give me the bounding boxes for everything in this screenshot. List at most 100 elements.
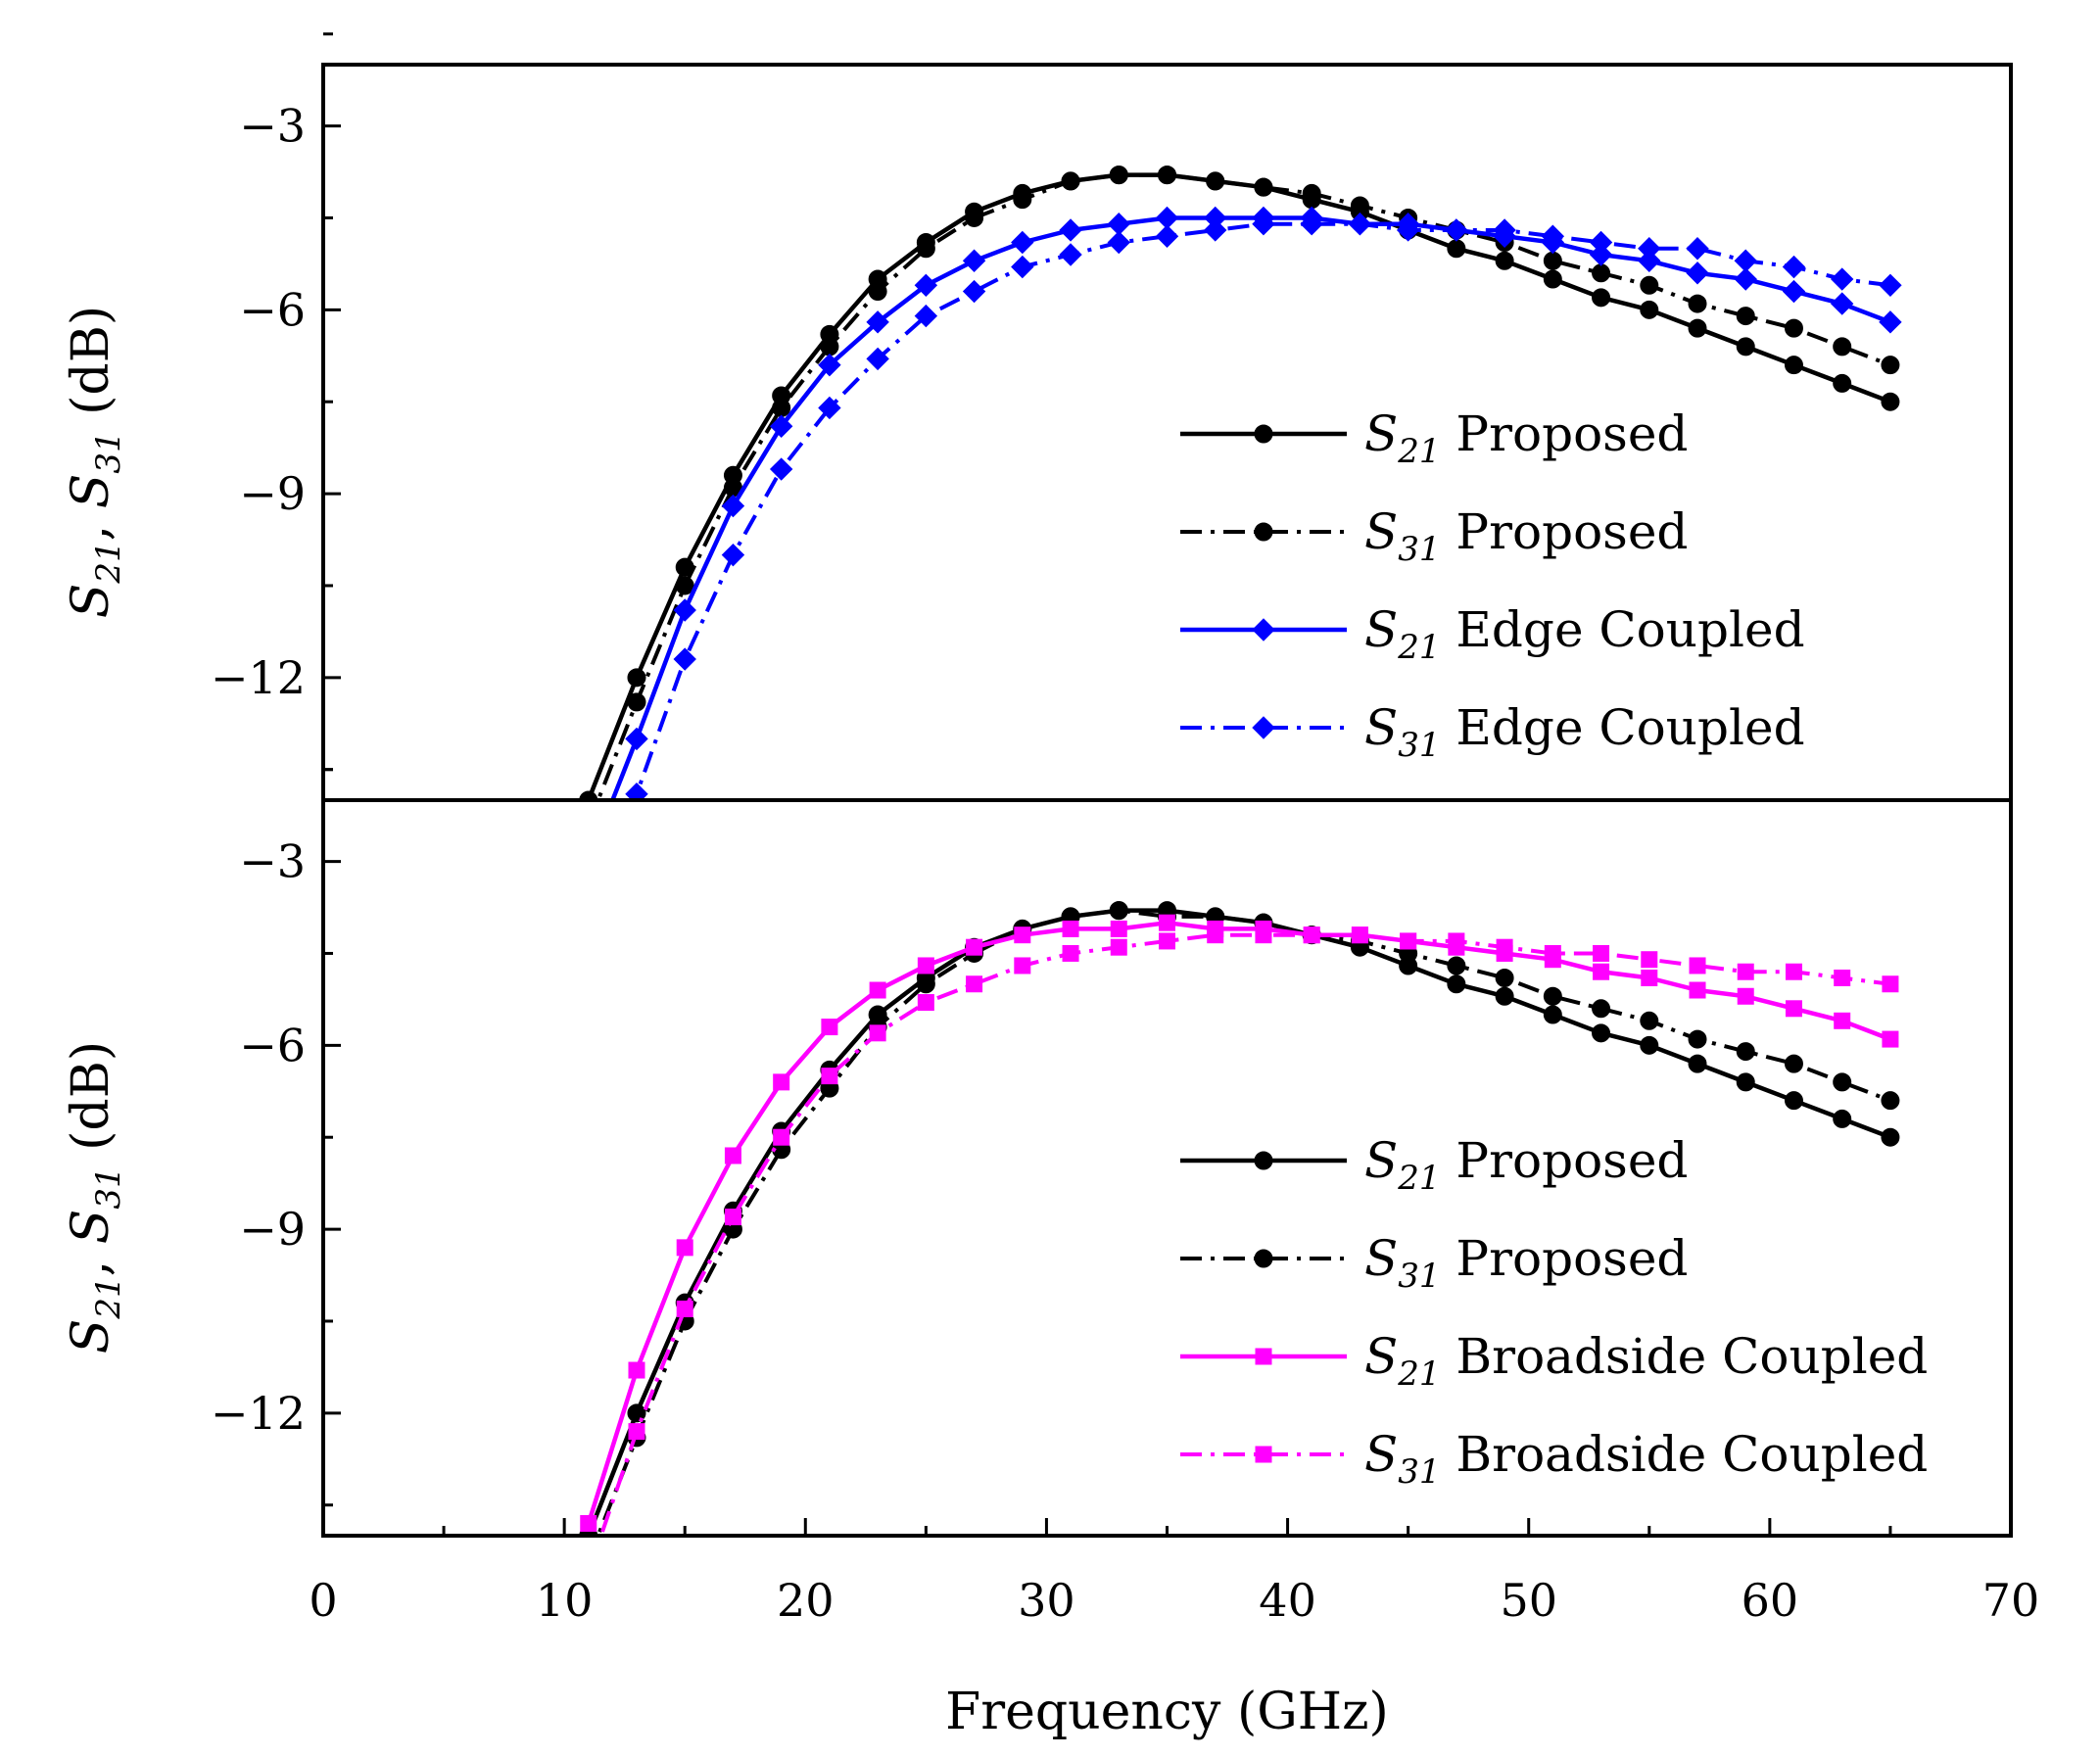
bottom-series-3-point-15: [1303, 927, 1320, 944]
bottom-series-3-point-18: [1448, 932, 1465, 950]
top-panel-series: [578, 166, 1902, 873]
bottom-series-2-point-9: [1014, 927, 1031, 944]
top-series-3-point-22: [1638, 237, 1661, 261]
top-series-line-1: [596, 172, 1891, 800]
bottom-series-3-point-11: [1110, 938, 1127, 956]
bottom-series-2-point-3: [724, 1147, 741, 1164]
bottom-series-0-point-26: [1833, 1109, 1852, 1128]
bottom-legend: S21 Proposed S31 Proposed S21 Broadside Co…: [1180, 1132, 1928, 1492]
axes-layer: −12 −9 −6 −3 S21, S31 (dB) −12 −9 −6 −3 S21, S31 …: [62, 32, 2040, 1741]
bottom-series-1-point-23: [1688, 1029, 1707, 1049]
top-series-3-point-3: [721, 543, 745, 567]
bottom-legend-label-3: S31 Broadside Coupled: [1364, 1426, 1928, 1492]
bottom-series-2-point-1: [628, 1361, 645, 1379]
top-series-2-point-6: [866, 310, 889, 334]
top-series-1-point-7: [916, 239, 935, 259]
bottom-series-3-point-22: [1641, 951, 1658, 969]
xtick-label-5: 50: [1500, 1574, 1557, 1627]
top-series-line-2: [609, 215, 1891, 800]
top-series-2-point-10: [1059, 218, 1082, 242]
bottom-y-axis-label: S21, S31 (dB): [62, 1041, 128, 1354]
top-y-axis-label: S21, S31 (dB): [62, 306, 128, 618]
top-series-1-point-2: [675, 576, 694, 595]
top-series-0-point-22: [1640, 300, 1659, 319]
bottom-series-3-point-17: [1400, 932, 1417, 950]
top-series-2-point-4: [769, 414, 793, 438]
bottom-series-line-2: [586, 920, 1891, 1525]
xtick-label-2: 20: [777, 1574, 835, 1627]
top-series-3-point-12: [1155, 224, 1179, 248]
top-legend: S21 Proposed S31 Proposed S21 Edge Coupled…: [1180, 405, 1805, 765]
bottom-series-2-point-6: [869, 981, 886, 999]
bottom-ytick-label-2: −6: [239, 1019, 306, 1071]
xtick-label-3: 30: [1018, 1574, 1075, 1627]
bottom-series-0-point-18: [1447, 974, 1466, 994]
xtick-label-7: 70: [1982, 1574, 2040, 1627]
top-series-1-point-26: [1833, 337, 1852, 356]
top-series-0-point-20: [1543, 269, 1562, 289]
bottom-series-2-point-21: [1593, 963, 1610, 980]
top-series-1-point-21: [1592, 263, 1611, 283]
bottom-series-3-point-1: [628, 1423, 645, 1441]
top-series-3-point-8: [962, 279, 986, 304]
top-series-2-point-2: [673, 598, 696, 622]
bottom-series-2-point-4: [773, 1073, 790, 1091]
bottom-series-2-point-22: [1641, 969, 1658, 986]
bottom-series-2-point-25: [1785, 1000, 1802, 1018]
top-series-0-point-23: [1688, 318, 1707, 338]
top-series-0-point-24: [1736, 337, 1755, 356]
bottom-series-2-point-23: [1689, 981, 1706, 999]
top-legend-marker-1: [1254, 522, 1273, 542]
bottom-series-3-point-26: [1834, 969, 1851, 986]
top-series-line-3: [632, 221, 1891, 800]
top-series-3-point-23: [1686, 237, 1709, 261]
top-series-2-point-24: [1734, 267, 1757, 291]
top-series-3-point-16: [1348, 213, 1372, 236]
top-series-3-point-17: [1396, 218, 1420, 242]
top-series-2-point-21: [1589, 243, 1613, 266]
top-series-0-point-1: [627, 668, 646, 688]
top-series-3-point-20: [1541, 224, 1565, 248]
bottom-series-2-point-26: [1834, 1012, 1851, 1029]
bottom-series-3-point-23: [1689, 957, 1706, 974]
top-series-3-point-25: [1782, 255, 1806, 279]
bottom-series-1-point-27: [1881, 1091, 1900, 1111]
top-series-2-point-0: [578, 851, 599, 873]
bottom-series-1-point-25: [1784, 1054, 1803, 1073]
top-legend-label-3: S31 Edge Coupled: [1364, 699, 1805, 765]
bottom-series-3-point-4: [773, 1128, 790, 1146]
bottom-panel-series: [579, 901, 1900, 1536]
bottom-series-line-3: [598, 932, 1891, 1536]
bottom-series-3-point-20: [1544, 944, 1561, 962]
bottom-series-2-point-12: [1159, 914, 1175, 931]
top-series-2-point-22: [1638, 249, 1661, 272]
x-axis-label: Frequency (GHz): [945, 1683, 1389, 1741]
top-ytick-label-3: −3: [239, 100, 306, 153]
bottom-series-3-point-7: [917, 994, 934, 1012]
top-series-3-point-24: [1734, 249, 1757, 272]
top-legend-marker-2: [1252, 618, 1275, 641]
bottom-series-2-point-0: [580, 1514, 597, 1532]
top-series-3-point-18: [1445, 218, 1468, 242]
top-series-2-point-8: [962, 249, 986, 272]
xtick-label-6: 60: [1742, 1574, 1799, 1627]
bottom-series-3-point-21: [1593, 944, 1610, 962]
top-series-3-point-21: [1589, 230, 1613, 255]
bottom-series-0-point-1: [627, 1403, 646, 1423]
top-series-1-point-9: [1013, 190, 1032, 210]
bottom-series-0-point-22: [1640, 1035, 1659, 1055]
xtick-label-1: 10: [536, 1574, 594, 1627]
top-series-0-point-25: [1784, 356, 1803, 375]
top-series-2-point-5: [818, 353, 841, 377]
bottom-series-line-1: [596, 908, 1891, 1536]
bottom-legend-label-2: S21 Broadside Coupled: [1364, 1328, 1928, 1394]
top-series-3-point-6: [866, 347, 889, 371]
bottom-legend-marker-3: [1255, 1446, 1272, 1463]
top-series-0-point-19: [1495, 251, 1514, 270]
bottom-series-1-point-20: [1543, 986, 1562, 1006]
top-series-0-point-0: [579, 790, 598, 800]
bottom-series-0-point-21: [1592, 1023, 1611, 1043]
top-series-1-point-4: [772, 398, 791, 417]
top-series-1-point-24: [1736, 307, 1755, 326]
bottom-series-3-point-10: [1062, 944, 1079, 962]
